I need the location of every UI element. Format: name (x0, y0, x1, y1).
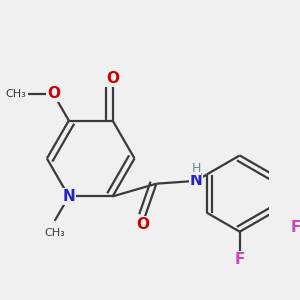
Text: H: H (191, 162, 201, 175)
Text: F: F (235, 253, 245, 268)
Text: N: N (62, 189, 75, 204)
Text: O: O (136, 217, 149, 232)
Text: O: O (106, 71, 119, 86)
Text: F: F (290, 220, 300, 235)
Text: CH₃: CH₃ (44, 228, 65, 238)
Text: O: O (47, 86, 60, 101)
Text: CH₃: CH₃ (6, 88, 26, 99)
Text: N: N (190, 173, 202, 188)
